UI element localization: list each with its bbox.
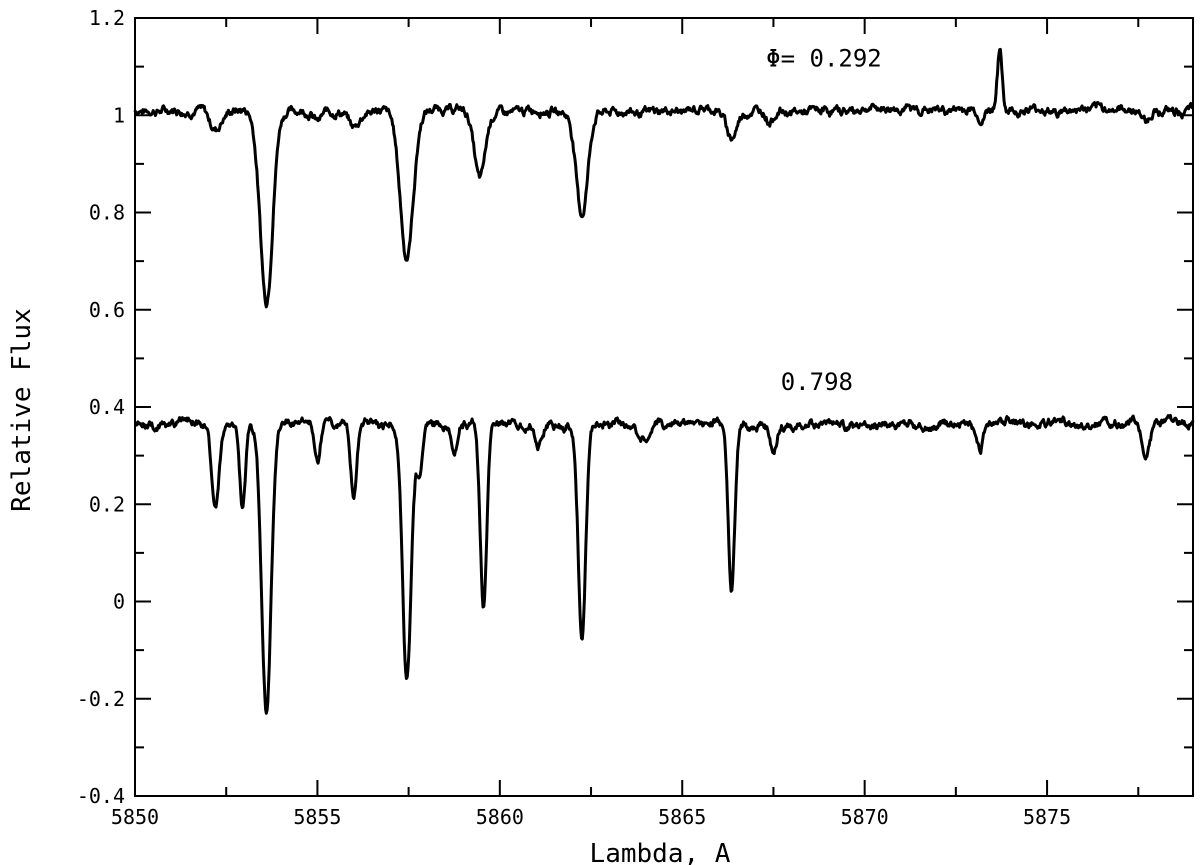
y-tick-label: -0.4 (77, 784, 125, 808)
x-tick-label: 5855 (293, 805, 341, 829)
x-tick-label: 5865 (658, 805, 706, 829)
plot-area (133, 47, 1195, 715)
plot-frame (134, 17, 1194, 797)
phase-annotation: Φ= 0.292 (766, 45, 882, 73)
annotations: Φ= 0.292 0.798 (766, 45, 882, 396)
y-axis: -0.4 -0.2 0 0.2 0.4 0.6 0.8 1 1.2 (77, 6, 1193, 808)
x-tick-label: 5875 (1023, 805, 1071, 829)
phase-annotation: 0.798 (781, 368, 853, 396)
x-axis: 5850 5855 5860 5865 5870 5875 (111, 18, 1140, 829)
spectrum-line (134, 413, 1195, 715)
x-tick-label: 5850 (111, 805, 159, 829)
spectrum-line (133, 47, 1194, 309)
y-tick-label: 1 (113, 103, 125, 127)
y-axis-title: Relative Flux (7, 308, 37, 512)
x-axis-title: Lambda, A (590, 839, 731, 865)
y-tick-label: 0.6 (89, 298, 125, 322)
x-tick-label: 5860 (476, 805, 524, 829)
y-tick-label: 0.8 (89, 201, 125, 225)
y-tick-label: 0.2 (89, 492, 125, 516)
y-tick-label: -0.2 (77, 687, 125, 711)
y-tick-label: 1.2 (89, 6, 125, 30)
x-tick-label: 5870 (841, 805, 889, 829)
y-tick-label: 0 (113, 590, 125, 614)
y-tick-label: 0.4 (89, 395, 125, 419)
